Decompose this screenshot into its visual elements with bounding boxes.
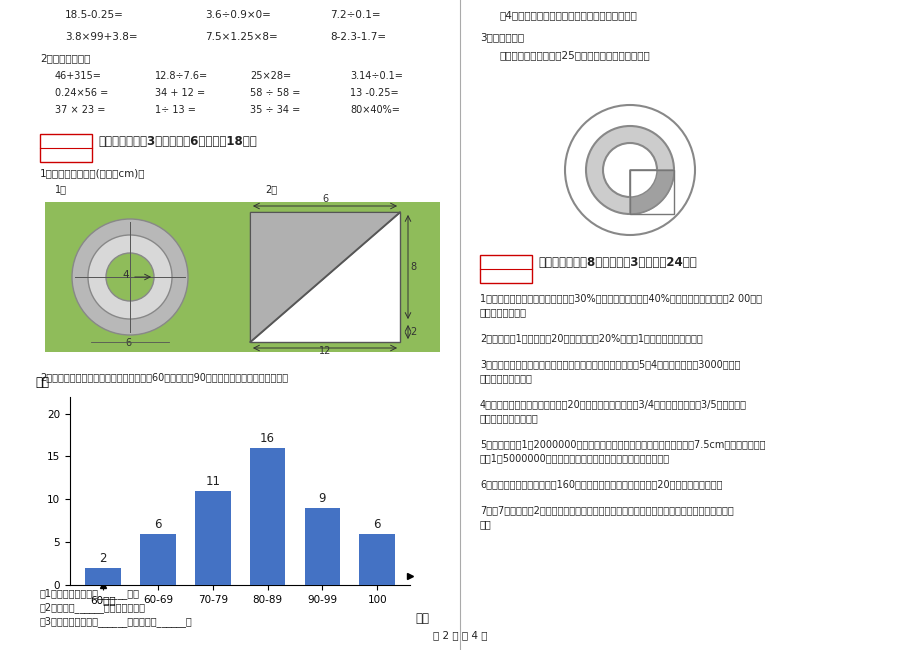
Text: 7.2÷0.1=: 7.2÷0.1=	[330, 10, 380, 20]
Text: 6: 6	[125, 338, 130, 348]
Text: 3.14÷0.1=: 3.14÷0.1=	[349, 71, 403, 81]
Text: 第 2 页 共 4 页: 第 2 页 共 4 页	[432, 630, 487, 640]
Text: 月份生产了多少双？: 月份生产了多少双？	[480, 373, 532, 383]
Text: 35 ÷ 34 =: 35 ÷ 34 =	[250, 105, 300, 115]
Bar	[40, 134, 92, 162]
Text: 8-2.3-1.7=: 8-2.3-1.7=	[330, 32, 386, 42]
Text: 这段公路有多长？: 这段公路有多长？	[480, 307, 527, 317]
Text: 3、鞋厂生产皮鞋，十月份生产双数与九月份生产双数的比是5：4，十月份生产了3000双，九: 3、鞋厂生产皮鞋，十月份生产双数与九月份生产双数的比是5：4，十月份生产了300…	[480, 359, 740, 369]
Text: 37 × 23 =: 37 × 23 =	[55, 105, 106, 115]
Bar	[85, 568, 121, 585]
Text: （1）这个班共有学生______人。: （1）这个班共有学生______人。	[40, 588, 140, 599]
Text: 58 ÷ 58 =: 58 ÷ 58 =	[250, 88, 300, 98]
Text: 18.5-0.25=: 18.5-0.25=	[65, 10, 124, 20]
Text: 6: 6	[154, 518, 162, 531]
Bar	[45, 202, 439, 352]
Text: 多少筐？（用方程解）: 多少筐？（用方程解）	[480, 413, 539, 423]
Text: （4）看右面的统计图，你再提出一个数学问题。: （4）看右面的统计图，你再提出一个数学问题。	[499, 10, 637, 20]
Wedge shape	[630, 170, 656, 197]
Y-axis label: 人数: 人数	[36, 376, 50, 389]
Text: 六、应用题（关8小题，每邘3分，共计24分）: 六、应用题（关8小题，每邘3分，共计24分）	[538, 256, 696, 269]
Circle shape	[88, 235, 172, 319]
Text: 2、直接写得数。: 2、直接写得数。	[40, 53, 90, 63]
Text: 11: 11	[205, 475, 220, 488]
Text: 7、有7根直径都是2分米的圆柱形木棍，想用一根绳子把他们捆成一捆，最短需要多少米长的绳: 7、有7根直径都是2分米的圆柱形木棍，想用一根绳子把他们捆成一捆，最短需要多少米…	[480, 505, 733, 515]
Text: 6: 6	[322, 194, 328, 204]
Bar	[195, 491, 231, 585]
Text: （2）成绩在______段的人数最多。: （2）成绩在______段的人数最多。	[40, 602, 146, 613]
Circle shape	[72, 219, 187, 335]
Text: 12.8÷7.6=: 12.8÷7.6=	[154, 71, 208, 81]
Bar	[480, 255, 531, 283]
Bar	[359, 534, 394, 585]
Text: 34 + 12 =: 34 + 12 =	[154, 88, 205, 98]
Text: 7.5×1.25×8=: 7.5×1.25×8=	[205, 32, 278, 42]
Text: 2: 2	[99, 552, 107, 566]
Wedge shape	[630, 170, 674, 214]
Text: 1÷ 13 =: 1÷ 13 =	[154, 105, 196, 115]
Circle shape	[585, 126, 674, 214]
Text: 2。: 2。	[265, 184, 277, 194]
Text: 2、如图是某班一次数学测试的统计图。（60分为及格，90分为优秀），认真看图后填空。: 2、如图是某班一次数学测试的统计图。（60分为及格，90分为优秀），认真看图后填…	[40, 372, 288, 382]
Text: 6: 6	[373, 518, 380, 531]
Bar	[140, 534, 176, 585]
Text: （3）考试的及格率是______，优秀率是______。: （3）考试的及格率是______，优秀率是______。	[40, 616, 193, 627]
Polygon shape	[250, 212, 400, 342]
Text: 0.24×56 =: 0.24×56 =	[55, 88, 108, 98]
Text: 1、修一段公路，第一天修了全长的30%，第二天修了全长的40%，第二天比第一天多䔀2 00米，: 1、修一段公路，第一天修了全长的30%，第二天修了全长的40%，第二天比第一天多…	[480, 293, 761, 303]
Text: 12: 12	[319, 346, 331, 356]
Text: 五、综合题（关3小题，每邘6分，共计18分）: 五、综合题（关3小题，每邘6分，共计18分）	[98, 135, 256, 148]
Bar	[250, 448, 285, 585]
Text: 得分  评卷人: 得分 评卷人	[482, 256, 513, 265]
Text: 80×40%=: 80×40%=	[349, 105, 400, 115]
Bar	[250, 212, 400, 342]
Text: 4: 4	[122, 270, 130, 280]
Text: 2: 2	[410, 327, 415, 337]
Text: 8: 8	[410, 262, 415, 272]
Text: 25×28=: 25×28=	[250, 71, 290, 81]
Text: 3.6÷0.9×0=: 3.6÷0.9×0=	[205, 10, 270, 20]
Text: 子？: 子？	[480, 519, 492, 529]
Text: 9: 9	[318, 492, 325, 505]
Bar	[304, 508, 340, 585]
Circle shape	[602, 143, 656, 197]
Text: 16: 16	[260, 432, 275, 445]
Text: 3、图形计算。: 3、图形计算。	[480, 32, 524, 42]
Text: 1、求阴影部分面积(单位：cm)。: 1、求阴影部分面积(单位：cm)。	[40, 168, 145, 178]
Text: 1。: 1。	[55, 184, 67, 194]
Text: 分数: 分数	[415, 612, 429, 625]
Text: 4、商店运来一些水果，运来苹果20筐，梨的筐数是苹果的3/4，同时又是橘子的3/5，运来橘子: 4、商店运来一些水果，运来苹果20筐，梨的筐数是苹果的3/4，同时又是橘子的3/…	[480, 399, 746, 409]
Text: 2、六年级（1）班有男生20人，比女生少20%，六（1）班共有学生多少人？: 2、六年级（1）班有男生20人，比女生少20%，六（1）班共有学生多少人？	[480, 333, 702, 343]
Text: 5、在比例尺是1：2000000的地图上，量得甲、乙两地之间的图上距离是7.5cm，在另一幅比例: 5、在比例尺是1：2000000的地图上，量得甲、乙两地之间的图上距离是7.5c…	[480, 439, 765, 449]
Text: 3.8×99+3.8=: 3.8×99+3.8=	[65, 32, 138, 42]
Circle shape	[106, 253, 153, 301]
Text: 尺是1：5000000的地图上，这两地之间的图上距离是多少厘米？: 尺是1：5000000的地图上，这两地之间的图上距离是多少厘米？	[480, 453, 669, 463]
Text: 13 -0.25=: 13 -0.25=	[349, 88, 398, 98]
Text: 46+315=: 46+315=	[55, 71, 102, 81]
Circle shape	[564, 105, 694, 235]
Text: 如图，图中阴影面积为25平方厘米，求圆环的面积？: 如图，图中阴影面积为25平方厘米，求圆环的面积？	[499, 50, 650, 60]
Text: 6、一本书，看了几天后还剩160页没看，剩下的页数比这本书的20页，这本书多少页？: 6、一本书，看了几天后还剩160页没看，剩下的页数比这本书的20页，这本书多少页…	[480, 479, 721, 489]
Text: 得分  评卷人: 得分 评卷人	[43, 135, 74, 144]
Bar	[630, 170, 674, 214]
